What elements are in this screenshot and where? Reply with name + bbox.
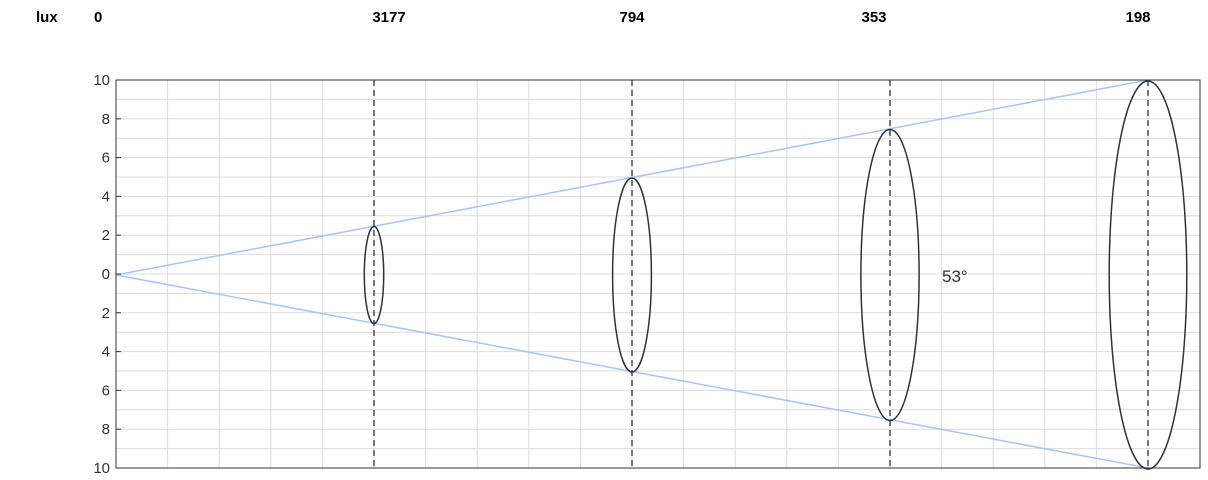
beam-angle-label: 53° (942, 267, 968, 286)
lux-value-1: 3177 (372, 9, 405, 26)
lux-value-0: 0 (94, 9, 102, 26)
lux-value-4: 198 (1125, 9, 1150, 26)
y-tick-label: 6 (102, 150, 110, 167)
lux-value-2: 794 (619, 9, 645, 26)
y-tick-label: 6 (102, 382, 110, 399)
lux-value-3: 353 (861, 9, 886, 26)
lux-unit-label: lux (36, 9, 58, 26)
y-tick-label: 4 (102, 188, 110, 205)
beam-cross-section-ellipse (363, 225, 385, 325)
y-tick-label: 10 (93, 72, 110, 89)
y-tick-label: 2 (102, 305, 110, 322)
y-axis-tick-labels: 10 8 6 4 2 0 2 4 6 8 10 (93, 72, 121, 477)
beam-cross-section-ellipse (860, 128, 920, 422)
y-tick-label: 0 (102, 266, 110, 283)
y-tick-label: 8 (102, 421, 110, 438)
y-tick-label: 10 (93, 460, 110, 477)
y-tick-label: 8 (102, 111, 110, 128)
beam-cross-section-ellipse (611, 177, 653, 373)
beam-cross-section-ellipse (1108, 80, 1188, 470)
y-tick-label: 4 (102, 344, 110, 361)
grid (116, 80, 1200, 468)
distance-markers (363, 80, 1188, 470)
y-tick-label: 2 (102, 227, 110, 244)
